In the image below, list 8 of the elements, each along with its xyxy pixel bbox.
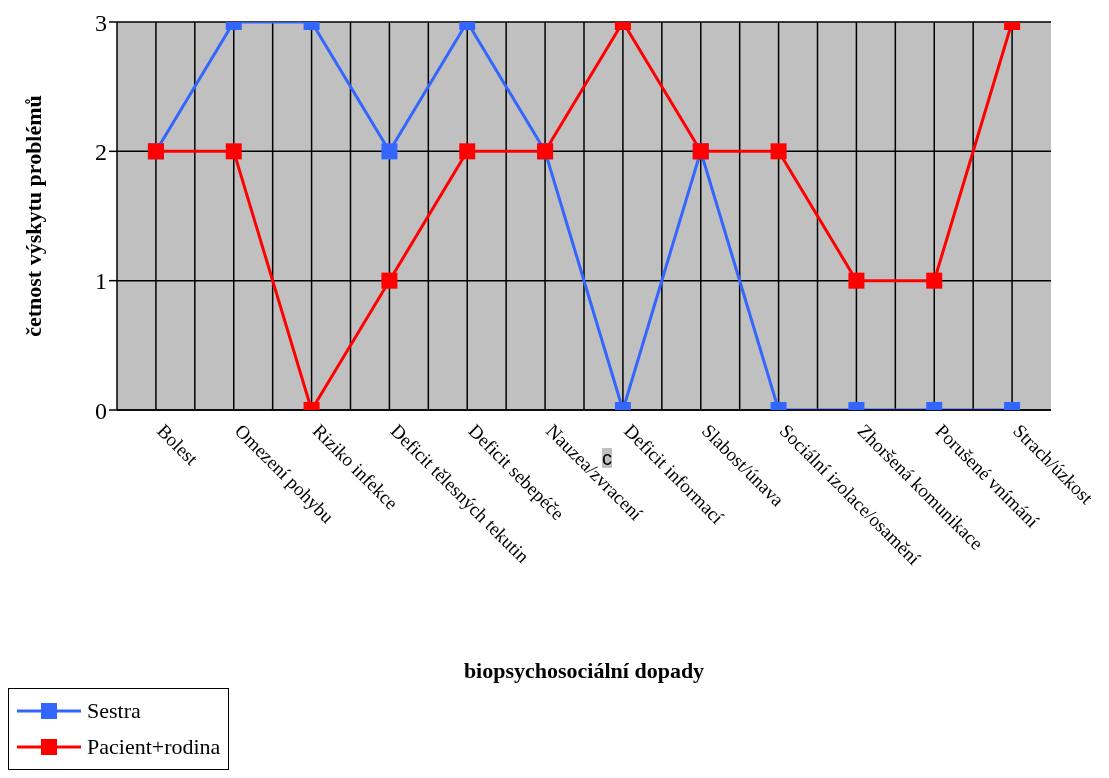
legend-label: Pacient+rodina <box>87 734 221 760</box>
y-tick-label: 2 <box>95 138 107 165</box>
x-axis-title: biopsychosociální dopady <box>463 658 705 683</box>
y-tick-label: 0 <box>95 397 107 424</box>
legend-label: Sestra <box>87 698 141 724</box>
y-tick-label: 1 <box>95 268 107 295</box>
y-tick-label: 3 <box>95 9 107 36</box>
y-axis-title: četnost výskytu problémů <box>20 95 46 337</box>
